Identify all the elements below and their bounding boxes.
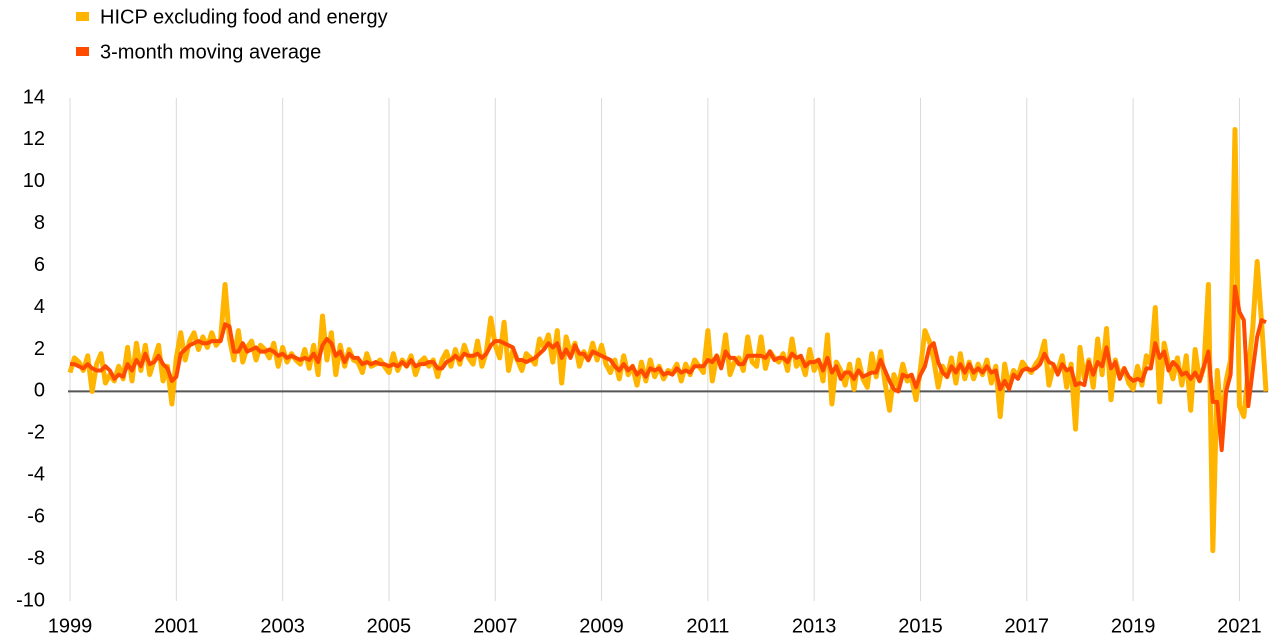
y-tick-label: -8 — [27, 547, 45, 569]
series-line — [70, 284, 1267, 453]
y-tick-label: -4 — [27, 464, 45, 486]
x-tick-label: 2007 — [473, 615, 518, 637]
y-tick-label: 14 — [23, 86, 45, 108]
x-tick-label: 2011 — [686, 615, 729, 637]
y-tick-label: 2 — [34, 338, 45, 360]
y-tick-label: 10 — [23, 170, 45, 192]
x-tick-label: 2003 — [260, 615, 305, 637]
legend-swatch — [76, 47, 89, 56]
y-tick-label: -6 — [27, 505, 45, 527]
x-tick-label: 2019 — [1111, 615, 1156, 637]
y-tick-label: -2 — [27, 422, 45, 444]
legend-swatch — [76, 12, 89, 21]
x-tick-label: 2015 — [898, 615, 943, 637]
x-tick-label: 1999 — [48, 615, 93, 637]
legend-label: HICP excluding food and energy — [100, 6, 388, 28]
series-line — [67, 126, 1269, 554]
legend-label: 3-month moving average — [100, 41, 321, 63]
x-tick-label: 2021 — [1217, 615, 1262, 637]
x-tick-label: 2013 — [792, 615, 837, 637]
x-tick-label: 2017 — [1005, 615, 1050, 637]
y-tick-label: 12 — [23, 128, 45, 150]
y-tick-label: 4 — [34, 296, 45, 318]
y-tick-label: 0 — [34, 380, 45, 402]
x-tick-label: 2009 — [579, 615, 624, 637]
x-tick-label: 2001 — [154, 615, 199, 637]
y-tick-label: -10 — [16, 589, 45, 611]
x-tick-label: 2005 — [367, 615, 412, 637]
y-tick-label: 6 — [34, 254, 45, 276]
y-tick-label: 8 — [34, 212, 45, 234]
